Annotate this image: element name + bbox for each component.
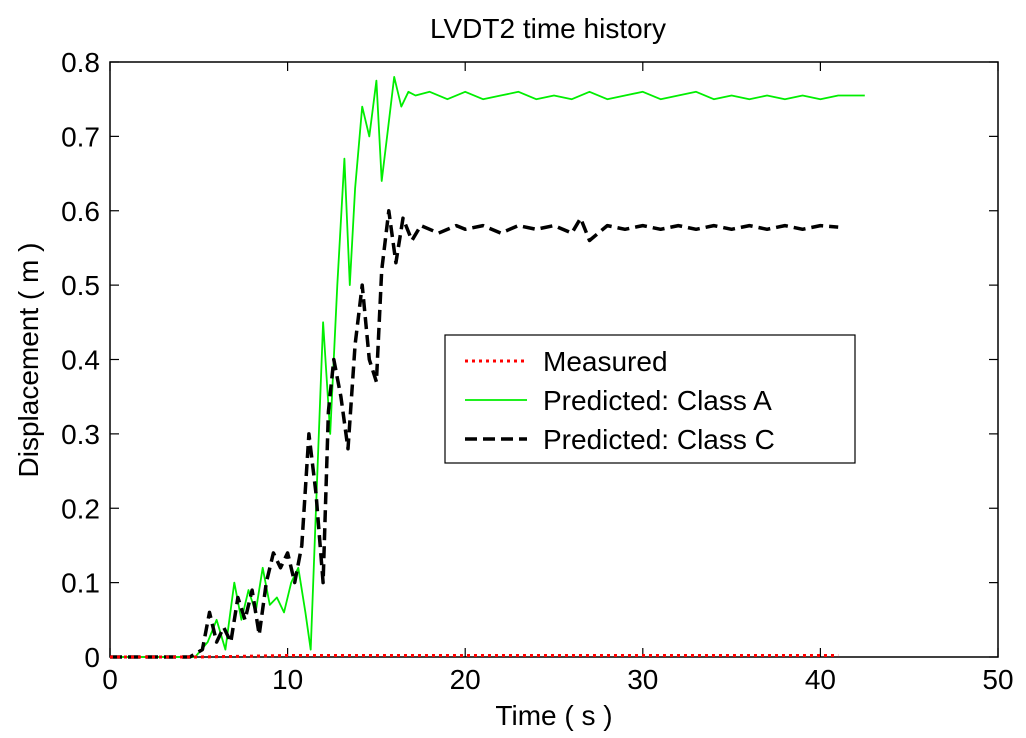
y-axis-label: Displacement ( m ) [13, 243, 44, 478]
y-tick-label: 0.8 [61, 47, 100, 78]
legend-label: Measured [543, 346, 668, 377]
x-tick-label: 30 [627, 664, 658, 695]
x-tick-label: 0 [102, 664, 118, 695]
x-axis-label: Time ( s ) [495, 700, 612, 731]
y-tick-label: 0.3 [61, 419, 100, 450]
y-tick-label: 0.6 [61, 196, 100, 227]
y-tick-label: 0.2 [61, 493, 100, 524]
x-tick-label: 20 [450, 664, 481, 695]
series-line-predicted-class-a [110, 76, 865, 658]
y-tick-label: 0 [84, 642, 100, 673]
legend: Measured Predicted: Class A Predicted: Cla… [444, 334, 856, 464]
x-tick-label: 10 [272, 664, 303, 695]
chart-title: LVDT2 time history [430, 13, 666, 44]
y-tick-label: 0.4 [61, 345, 100, 376]
x-tick-label: 50 [982, 664, 1013, 695]
y-tick-label: 0.7 [61, 121, 100, 152]
legend-box [444, 334, 856, 464]
y-tick-label: 0.5 [61, 270, 100, 301]
legend-label: Predicted: Class A [543, 385, 772, 416]
series-line-measured [110, 654, 839, 659]
x-axis: 0 10 20 30 40 50 [102, 62, 1014, 695]
y-axis: 0 0.1 0.2 0.3 0.4 0.5 0.6 0.7 0.8 [61, 47, 998, 673]
series-layer [110, 76, 865, 659]
x-tick-label: 40 [805, 664, 836, 695]
legend-label: Predicted: Class C [543, 424, 775, 455]
y-tick-label: 0.1 [61, 568, 100, 599]
series-line-predicted-class-c [110, 209, 839, 659]
